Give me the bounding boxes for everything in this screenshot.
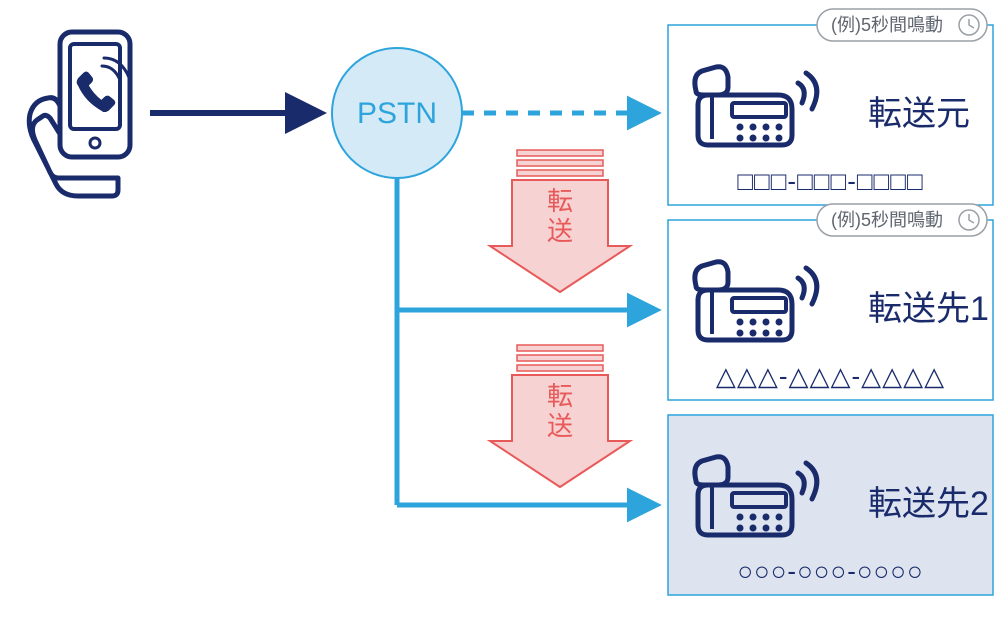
destination-box-1: 転送先1 △△△-△△△-△△△△ (例)5秒間鳴動 — [668, 204, 993, 400]
destination-code-0: □□□-□□□-□□□□ — [737, 166, 923, 196]
destination-title-2: 転送先2 — [868, 485, 989, 523]
destination-title-1: 転送先1 — [868, 290, 989, 328]
svg-text:転: 転 — [547, 186, 573, 216]
transfer-arrow: 転送 — [490, 150, 630, 292]
destination-box-2: 転送先2 ○○○-○○○-○○○○ — [668, 415, 993, 595]
destination-title-0: 転送元 — [868, 95, 970, 133]
ring-duration-label-1: (例)5秒間鳴動 — [831, 210, 943, 230]
pstn-label: PSTN — [357, 97, 437, 130]
caller-phone-icon — [29, 32, 130, 196]
svg-text:転: 転 — [547, 381, 573, 411]
transfer-arrow: 転送 — [490, 345, 630, 487]
ring-duration-label-0: (例)5秒間鳴動 — [831, 15, 943, 35]
destination-code-2: ○○○-○○○-○○○○ — [737, 556, 923, 586]
svg-text:送: 送 — [547, 411, 573, 441]
destination-code-1: △△△-△△△-△△△△ — [716, 361, 945, 391]
diagram-root: PSTN 転送元 □□□-□□□-□□□□ (例)5秒間鳴動転送先1 △△△-△△△-△… — [0, 0, 1000, 622]
destination-box-0: 転送元 □□□-□□□-□□□□ (例)5秒間鳴動 — [668, 9, 993, 205]
svg-text:送: 送 — [547, 216, 573, 246]
